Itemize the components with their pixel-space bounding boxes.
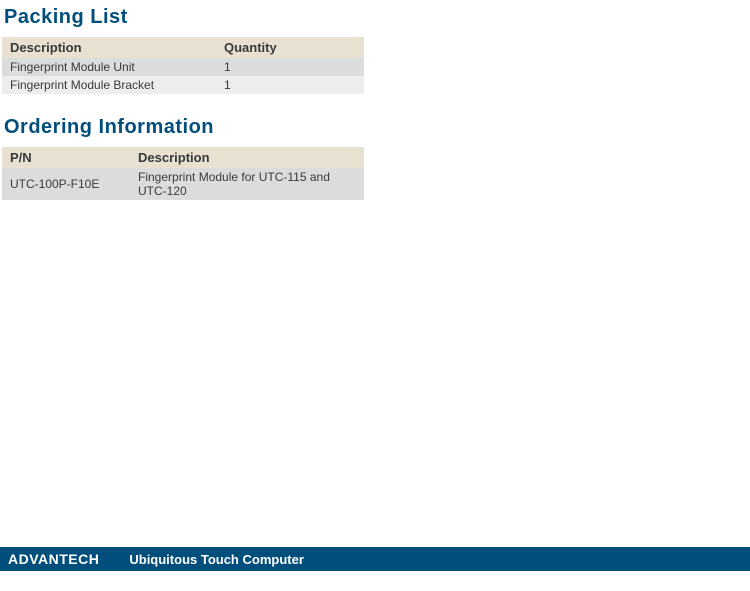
ordering-col-description: Description <box>130 147 364 168</box>
ordering-pn-cell: UTC-100P-F10E <box>2 168 130 200</box>
ordering-col-pn: P/N <box>2 147 130 168</box>
packing-col-quantity: Quantity <box>216 37 364 58</box>
table-header-row: P/N Description <box>2 147 364 168</box>
packing-qty-cell: 1 <box>216 76 364 94</box>
advantech-logo: ADVANTECH <box>0 547 109 571</box>
packing-col-description: Description <box>2 37 216 58</box>
ordering-desc-cell: Fingerprint Module for UTC-115 and UTC-1… <box>130 168 364 200</box>
packing-list-heading: Packing List <box>2 6 750 29</box>
packing-desc-cell: Fingerprint Module Bracket <box>2 76 216 94</box>
packing-desc-cell: Fingerprint Module Unit <box>2 58 216 76</box>
footer-gap <box>109 547 125 571</box>
footer-bar: ADVANTECH Ubiquitous Touch Computer <box>0 547 750 571</box>
packing-qty-cell: 1 <box>216 58 364 76</box>
table-row: UTC-100P-F10E Fingerprint Module for UTC… <box>2 168 364 200</box>
packing-list-table: Description Quantity Fingerprint Module … <box>2 37 364 94</box>
table-header-row: Description Quantity <box>2 37 364 58</box>
logo-text: ADVANTECH <box>8 551 99 567</box>
ordering-information-table: P/N Description UTC-100P-F10E Fingerprin… <box>2 147 364 200</box>
table-row: Fingerprint Module Bracket 1 <box>2 76 364 94</box>
ordering-information-heading: Ordering Information <box>2 116 750 139</box>
footer-tagline: Ubiquitous Touch Computer <box>125 547 750 571</box>
table-row: Fingerprint Module Unit 1 <box>2 58 364 76</box>
